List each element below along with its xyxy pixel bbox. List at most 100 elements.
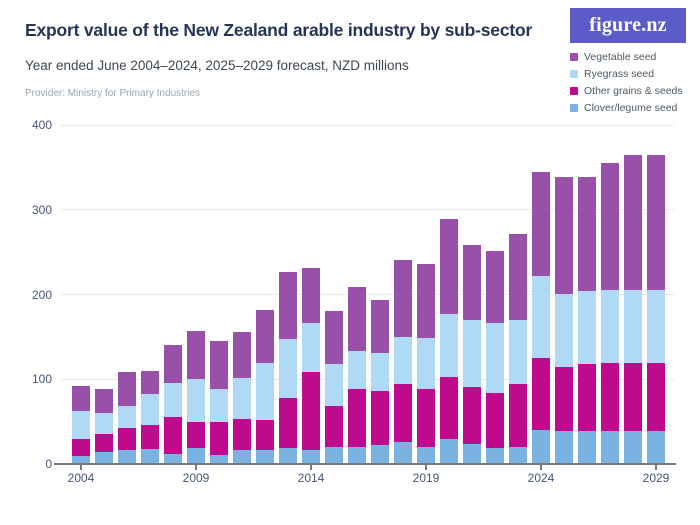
bar-2004-segment-clover-legume-seed [72,455,90,464]
bar-2025-segment-vegetable-seed [555,176,573,294]
bar-2018-segment-other-grains-seeds [394,383,412,442]
bar-2020-segment-vegetable-seed [440,219,458,315]
legend-label: Other grains & seeds [584,85,683,97]
bar-2008-segment-vegetable-seed [164,344,182,383]
bar-2019[interactable] [417,264,435,464]
bar-2012[interactable] [256,309,274,464]
bar-2026[interactable] [578,176,596,464]
bar-2013-segment-ryegrass-seed [279,339,297,398]
bar-2010[interactable] [210,341,228,464]
bar-2017-segment-ryegrass-seed [371,353,389,392]
x-tick-label-2029: 2029 [642,471,670,485]
bar-2014-segment-ryegrass-seed [302,323,320,372]
bar-2017-segment-clover-legume-seed [371,445,389,464]
bar-2016-segment-ryegrass-seed [348,351,366,390]
bar-2023-segment-ryegrass-seed [509,319,527,385]
bar-2022[interactable] [486,251,504,464]
page-subtitle: Year ended June 2004–2024, 2025–2029 for… [25,58,409,73]
bar-2021-segment-other-grains-seeds [463,386,481,444]
bar-2025-segment-other-grains-seeds [555,366,573,431]
bar-2020[interactable] [440,219,458,464]
legend-item: Other grains & seeds [570,85,683,97]
bar-2014[interactable] [302,268,320,464]
bar-2006[interactable] [118,372,136,464]
bar-2029-segment-other-grains-seeds [647,363,665,431]
page-title: Export value of the New Zealand arable i… [25,20,533,40]
bar-2024-segment-vegetable-seed [532,171,550,276]
bar-2016-segment-vegetable-seed [348,286,366,352]
bar-2021[interactable] [463,244,481,464]
bar-2006-segment-other-grains-seeds [118,427,136,450]
bar-2012-segment-clover-legume-seed [256,449,274,464]
legend: Vegetable seed Ryegrass seed Other grains … [570,51,683,114]
plot-area [60,124,674,464]
bar-2022-segment-clover-legume-seed [486,447,504,464]
bar-2011-segment-ryegrass-seed [233,378,251,420]
bar-2015-segment-vegetable-seed [325,311,343,365]
bar-2012-segment-other-grains-seeds [256,419,274,450]
bar-2011-segment-other-grains-seeds [233,419,251,451]
bar-2009[interactable] [187,330,205,464]
bar-2004-segment-vegetable-seed [72,386,90,411]
bar-2024[interactable] [532,171,550,464]
legend-swatch [570,87,578,95]
bar-2005[interactable] [95,388,113,464]
x-tick-label-2009: 2009 [182,471,210,485]
bar-2010-segment-other-grains-seeds [210,422,228,455]
bar-2005-segment-other-grains-seeds [95,434,113,453]
bar-2017[interactable] [371,299,389,464]
y-tick-label-300: 300 [31,202,52,217]
bar-2016-segment-clover-legume-seed [348,447,366,464]
bar-2008[interactable] [164,344,182,464]
bar-2008-segment-other-grains-seeds [164,417,182,454]
x-tick-label-2004: 2004 [67,471,95,485]
bar-2016[interactable] [348,286,366,464]
legend-item: Ryegrass seed [570,68,683,80]
x-tick-2004 [80,465,82,470]
bar-2027[interactable] [601,163,619,464]
bar-2011[interactable] [233,331,251,464]
legend-label: Clover/legume seed [584,102,678,114]
bar-2028[interactable] [624,154,642,464]
bar-2018[interactable] [394,259,412,464]
x-tick-2029 [655,465,657,470]
bar-2006-segment-vegetable-seed [118,372,136,407]
legend-swatch [570,53,578,61]
bar-2020-segment-other-grains-seeds [440,376,458,440]
bar-2009-segment-ryegrass-seed [187,379,205,422]
bar-2010-segment-ryegrass-seed [210,388,228,423]
bar-2007[interactable] [141,370,159,464]
bar-2026-segment-other-grains-seeds [578,364,596,431]
x-tick-2009 [195,465,197,470]
bar-2027-segment-other-grains-seeds [601,363,619,431]
bar-2019-segment-ryegrass-seed [417,337,435,390]
bar-2004[interactable] [72,386,90,464]
bar-2013-segment-clover-legume-seed [279,447,297,464]
bar-2010-segment-clover-legume-seed [210,454,228,464]
bar-2027-segment-vegetable-seed [601,163,619,291]
bar-2022-segment-ryegrass-seed [486,323,504,393]
bar-2013[interactable] [279,271,297,464]
bar-2006-segment-ryegrass-seed [118,406,136,428]
legend-label: Ryegrass seed [584,68,655,80]
bar-2009-segment-vegetable-seed [187,330,205,380]
bar-2023[interactable] [509,234,527,464]
bar-2008-segment-clover-legume-seed [164,453,182,464]
bar-2021-segment-vegetable-seed [463,244,481,320]
bar-2015-segment-other-grains-seeds [325,406,343,448]
legend-item: Clover/legume seed [570,102,683,114]
bar-2007-segment-other-grains-seeds [141,425,159,449]
legend-swatch [570,70,578,78]
bar-2005-segment-vegetable-seed [95,388,113,414]
bar-2029[interactable] [647,154,665,464]
bar-2015[interactable] [325,311,343,464]
bar-2007-segment-ryegrass-seed [141,393,159,426]
gridline-400 [60,124,674,126]
bar-2008-segment-ryegrass-seed [164,382,182,418]
bar-2019-segment-vegetable-seed [417,264,435,338]
figure-nz-logo[interactable]: figure.nz [570,8,686,43]
bar-2017-segment-vegetable-seed [371,299,389,353]
bar-2027-segment-clover-legume-seed [601,430,619,464]
bar-2025[interactable] [555,176,573,464]
